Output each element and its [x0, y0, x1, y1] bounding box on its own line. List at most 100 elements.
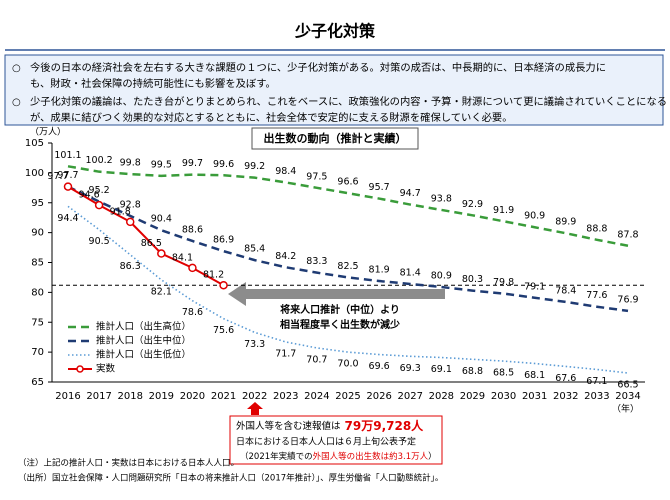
value-label: 81.9	[369, 265, 390, 276]
y-tick-label: 85	[31, 258, 44, 269]
bullet: ○	[12, 63, 21, 74]
value-label: 69.1	[431, 364, 452, 375]
note-part: ）	[428, 451, 437, 462]
value-label: 71.7	[275, 348, 296, 359]
footnote: （出所）国立社会保障・人口問題研究所「日本の将来推計人口（2017年推計）」、厚…	[18, 473, 443, 484]
marker	[125, 217, 135, 227]
y-tick-label: 105	[25, 138, 44, 149]
note-text: 日本における日本人人口は６月上旬公表予定	[236, 436, 416, 448]
value-label: 68.5	[493, 368, 514, 379]
bullet-text: 少子化対策の議論は、たたき台がとりまとめられ、これをベースに、政策強化の内容・予…	[30, 95, 667, 108]
marker	[94, 200, 104, 210]
value-label: 98.4	[275, 166, 296, 177]
bullet: ○	[12, 97, 21, 108]
value-label: 67.1	[586, 376, 607, 387]
x-tick-label: 2022	[242, 391, 267, 402]
value-label: 96.6	[337, 177, 358, 188]
x-tick-label: 2025	[335, 391, 360, 402]
y-tick-label: 80	[31, 287, 44, 298]
title: 少子化対策	[294, 22, 376, 41]
value-label: 81.2	[203, 270, 224, 281]
value-label: 90.9	[524, 211, 545, 222]
x-tick-label: 2032	[553, 391, 578, 402]
value-label: 85.4	[244, 244, 265, 255]
value-label: 99.7	[182, 158, 203, 169]
value-label: 92.9	[462, 199, 483, 210]
x-tick-label: 2017	[86, 391, 111, 402]
marker	[157, 249, 166, 258]
value-label: 88.6	[182, 224, 203, 235]
value-label: 83.3	[306, 256, 327, 267]
bullet-text: 今後の日本の経済社会を左右する大きな課題の１つに、少子化対策がある。対策の成否は…	[30, 61, 606, 74]
value-label: 86.5	[141, 238, 162, 249]
value-label: 69.6	[369, 361, 390, 372]
value-label: 66.5	[617, 380, 638, 391]
x-tick-label: 2023	[273, 391, 298, 402]
note-lead: 外国人等を含む速報値は	[236, 420, 341, 432]
value-label: 91.9	[493, 205, 514, 216]
legend-label: 推計人口（出生高位）	[96, 321, 191, 333]
note-value: 79万9,728人	[345, 418, 425, 433]
value-label: 90.5	[89, 236, 110, 247]
x-tick-label: 2027	[397, 391, 422, 402]
x-tick-label: 2024	[304, 391, 329, 402]
y-tick-label: 65	[31, 377, 44, 388]
chart-title: 出生数の動向（推計と実績）	[264, 131, 407, 145]
value-label: 76.9	[617, 294, 638, 305]
value-label: 90.4	[151, 214, 172, 225]
value-label: 95.2	[89, 185, 110, 196]
value-label: 94.7	[400, 188, 421, 199]
value-label: 99.6	[213, 159, 234, 170]
value-label: 79.1	[524, 281, 545, 292]
value-label: 78.4	[555, 285, 576, 296]
value-label: 80.9	[431, 270, 452, 281]
legend-label: 実数	[96, 363, 116, 375]
value-label: 69.3	[400, 363, 421, 374]
note-text: 外国人等を含む速報値は 79万9,728人	[236, 418, 424, 433]
value-label: 89.9	[555, 217, 576, 228]
x-tick-label: 2029	[460, 391, 485, 402]
value-label: 100.2	[86, 155, 113, 166]
marker	[188, 263, 197, 273]
y-tick-label: 75	[31, 317, 44, 328]
arrow	[228, 282, 445, 306]
value-label: 70.0	[337, 359, 358, 370]
marker	[63, 182, 73, 191]
value-label: 86.3	[120, 261, 141, 272]
value-label: 77.6	[586, 290, 607, 301]
x-tick-label: 2026	[366, 391, 391, 402]
value-label: 82.1	[151, 286, 172, 297]
x-tick-label: 2016	[55, 391, 80, 402]
value-label: 73.3	[244, 339, 265, 350]
x-tick-label: 2031	[522, 391, 547, 402]
value-label: 97.7	[57, 170, 78, 181]
value-label: 97.5	[306, 171, 327, 182]
value-label: 94.6	[79, 190, 100, 201]
value-label: 86.9	[213, 235, 234, 246]
y-tick-label: 90	[31, 228, 44, 239]
note-part: （2021年実績での	[240, 451, 313, 462]
value-label: 87.8	[617, 229, 638, 240]
x-tick-label: 2019	[149, 391, 174, 402]
x-unit: （年）	[612, 403, 639, 415]
value-label: 92.8	[120, 199, 141, 210]
x-tick-label: 2021	[211, 391, 236, 402]
value-label: 101.1	[54, 150, 81, 161]
red-arrow	[247, 402, 263, 415]
x-tick-label: 2028	[429, 391, 454, 402]
value-label: 80.3	[462, 274, 483, 285]
value-label: 94.4	[57, 213, 78, 224]
summary-box	[4, 54, 664, 126]
value-label: 95.7	[369, 182, 390, 193]
value-label: 97.7	[47, 171, 68, 182]
y-tick-label: 70	[31, 347, 44, 358]
y-tick-label: 100	[25, 168, 44, 179]
value-label: 99.2	[244, 161, 265, 172]
value-label: 67.6	[555, 373, 576, 384]
value-label: 88.8	[586, 223, 607, 234]
footnote: （注）上記の推計人口・実数は日本における日本人人口。	[18, 458, 239, 469]
marker	[219, 280, 228, 290]
legend-marker	[76, 365, 84, 373]
note-red: 外国人等の出生数は約3.1万人	[313, 451, 429, 462]
